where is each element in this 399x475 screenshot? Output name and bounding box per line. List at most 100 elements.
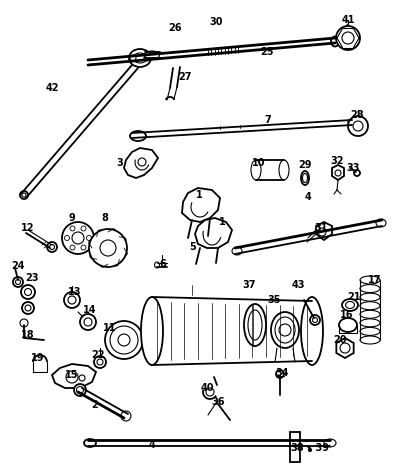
Ellipse shape (130, 131, 146, 141)
Circle shape (64, 292, 80, 308)
Text: 18: 18 (21, 330, 35, 340)
Text: 13: 13 (68, 287, 82, 297)
Text: 1: 1 (219, 217, 225, 227)
Circle shape (20, 191, 28, 199)
Polygon shape (52, 364, 96, 388)
Ellipse shape (84, 439, 96, 447)
Ellipse shape (348, 119, 356, 125)
Ellipse shape (360, 276, 380, 284)
Text: 43: 43 (291, 280, 305, 290)
Ellipse shape (74, 384, 86, 396)
Ellipse shape (360, 302, 380, 310)
Circle shape (354, 170, 360, 176)
Ellipse shape (339, 318, 357, 332)
Circle shape (66, 371, 78, 383)
Text: 31: 31 (314, 223, 328, 233)
Circle shape (47, 242, 57, 252)
Text: 38: 38 (290, 443, 304, 453)
Ellipse shape (129, 49, 151, 67)
Text: 25: 25 (260, 47, 274, 57)
Circle shape (13, 277, 23, 287)
Polygon shape (182, 188, 220, 222)
Text: 34: 34 (275, 368, 289, 378)
Circle shape (342, 32, 354, 44)
Text: 11: 11 (103, 323, 117, 333)
Ellipse shape (301, 297, 323, 365)
Circle shape (65, 236, 69, 240)
Circle shape (68, 296, 76, 304)
Text: 42: 42 (45, 83, 59, 93)
Text: 24: 24 (11, 261, 25, 271)
Ellipse shape (232, 247, 242, 255)
Text: 16: 16 (340, 310, 354, 320)
Text: 27: 27 (178, 72, 192, 82)
Ellipse shape (105, 321, 143, 359)
Circle shape (336, 26, 360, 50)
Text: 4: 4 (148, 440, 155, 450)
Ellipse shape (376, 219, 386, 227)
Circle shape (80, 314, 96, 330)
Text: 1: 1 (196, 190, 202, 200)
Text: 6: 6 (160, 259, 166, 269)
Circle shape (89, 229, 127, 267)
Ellipse shape (244, 304, 266, 346)
Polygon shape (336, 338, 354, 358)
Text: 41: 41 (341, 15, 355, 25)
Circle shape (87, 236, 91, 240)
Circle shape (206, 388, 214, 396)
Ellipse shape (121, 411, 131, 421)
Circle shape (310, 315, 320, 325)
Text: 3: 3 (117, 158, 123, 168)
Circle shape (353, 121, 363, 131)
Circle shape (94, 356, 106, 368)
Text: 19: 19 (31, 353, 45, 363)
Polygon shape (316, 222, 332, 240)
Text: 8: 8 (102, 213, 109, 223)
Circle shape (70, 226, 75, 231)
Circle shape (20, 319, 28, 327)
Text: 4: 4 (304, 192, 311, 202)
Ellipse shape (141, 297, 163, 365)
Polygon shape (195, 218, 232, 248)
Ellipse shape (144, 51, 160, 59)
Circle shape (335, 170, 341, 176)
Ellipse shape (324, 439, 336, 447)
Circle shape (22, 302, 34, 314)
Ellipse shape (251, 160, 261, 180)
Circle shape (81, 245, 86, 250)
Text: 33: 33 (346, 163, 360, 173)
Text: 35: 35 (267, 295, 281, 305)
Ellipse shape (271, 312, 299, 348)
Circle shape (130, 55, 136, 61)
Text: 7: 7 (265, 115, 271, 125)
Text: 30: 30 (209, 17, 223, 27)
Text: 10: 10 (252, 158, 266, 168)
Text: 32: 32 (330, 156, 344, 166)
Circle shape (21, 285, 35, 299)
Ellipse shape (133, 53, 147, 63)
Ellipse shape (360, 336, 380, 344)
Ellipse shape (342, 299, 358, 311)
Text: 28: 28 (350, 110, 364, 120)
Circle shape (81, 226, 86, 231)
Ellipse shape (302, 173, 308, 182)
Ellipse shape (360, 310, 380, 318)
Circle shape (22, 193, 26, 197)
Text: 22: 22 (91, 350, 105, 360)
Circle shape (138, 158, 146, 166)
Circle shape (70, 245, 75, 250)
Text: 15: 15 (65, 370, 79, 380)
Bar (290, 432, 300, 462)
Ellipse shape (360, 285, 380, 293)
Polygon shape (332, 165, 344, 180)
Ellipse shape (331, 37, 339, 47)
Text: • 39: • 39 (306, 443, 330, 453)
Circle shape (79, 375, 85, 381)
Text: 5: 5 (190, 242, 196, 252)
Text: 26: 26 (168, 23, 182, 33)
Circle shape (144, 55, 150, 61)
Circle shape (100, 240, 116, 256)
Ellipse shape (360, 327, 380, 335)
Text: 40: 40 (200, 383, 214, 393)
Text: 9: 9 (69, 213, 75, 223)
